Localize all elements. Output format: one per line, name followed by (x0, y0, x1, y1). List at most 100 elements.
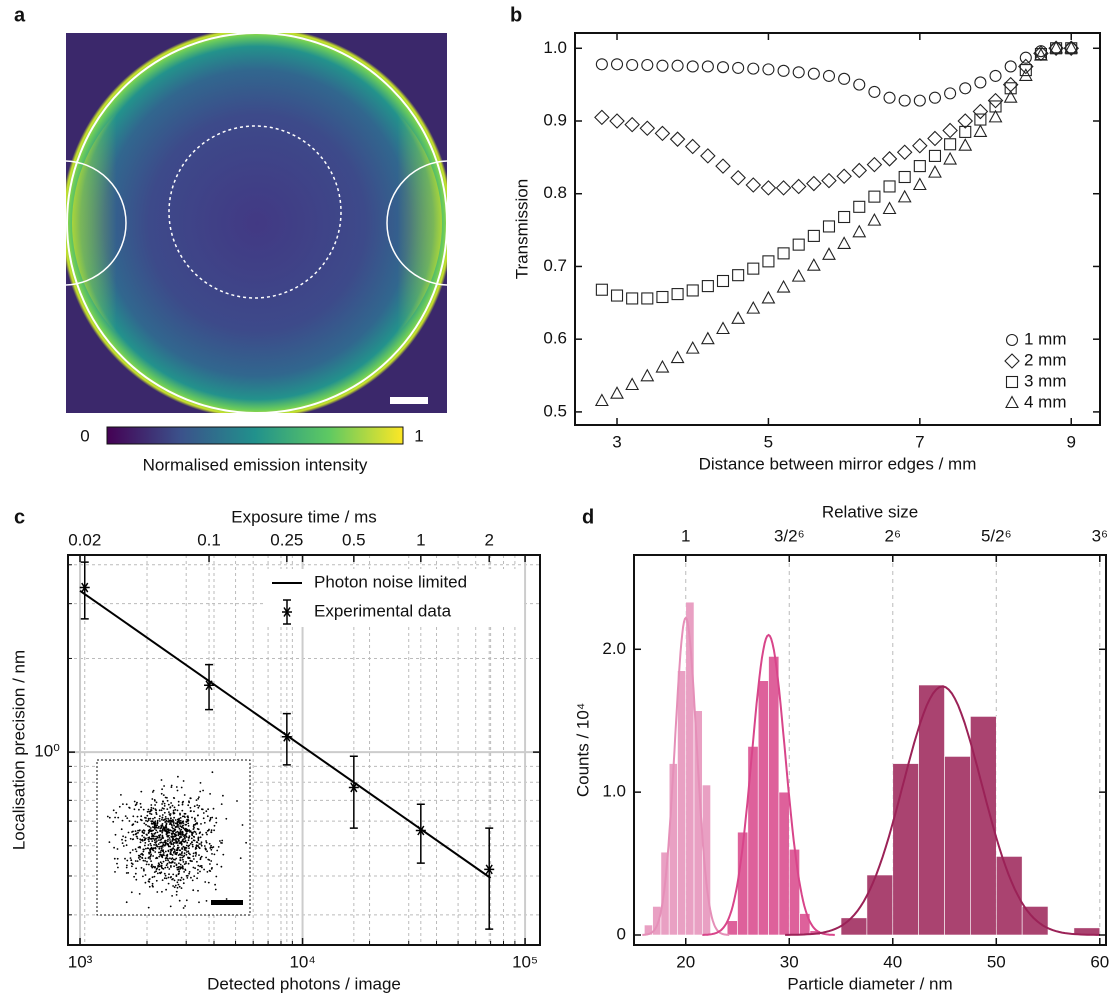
marker (612, 59, 623, 70)
marker (625, 118, 639, 132)
inset-dot (179, 900, 181, 902)
inset-dot (186, 877, 188, 879)
inset-dot (190, 807, 192, 809)
inset-dot (167, 832, 169, 834)
inset-dot (163, 854, 165, 856)
inset-dot (151, 840, 153, 842)
inset-dot (149, 858, 151, 860)
marker (899, 191, 911, 202)
inset-dot (160, 872, 162, 874)
inset-dot (154, 817, 156, 819)
marker (869, 86, 880, 97)
inset-dot (146, 861, 148, 863)
inset-dot (197, 890, 199, 892)
inset-dot (183, 855, 185, 857)
marker (610, 114, 624, 128)
inset-dot (194, 867, 196, 869)
inset-dot (140, 791, 142, 793)
y-tick-label: 0.5 (543, 401, 567, 420)
inset-dot (211, 831, 213, 833)
inset-dot (126, 860, 128, 862)
inset-dot (182, 820, 184, 822)
histogram-bar (841, 918, 867, 935)
inset-dot (162, 817, 164, 819)
marker (763, 256, 774, 267)
inset-dot (178, 868, 180, 870)
inset-dot (142, 849, 144, 851)
inset-dot (175, 885, 177, 887)
inset-dot (197, 798, 199, 800)
inset-dot (182, 833, 184, 835)
x2-tick-label: 5/2⁶ (981, 526, 1012, 545)
inset-dot (162, 842, 164, 844)
marker (642, 60, 653, 71)
inset-dot (207, 815, 209, 817)
marker (884, 181, 895, 192)
x2-tick-label: 1 (416, 530, 425, 549)
marker (1020, 52, 1031, 63)
inset-dot (155, 845, 157, 847)
inset-dot (130, 857, 132, 859)
inset-dot (120, 794, 122, 796)
inset-dot (177, 819, 179, 821)
marker (657, 292, 668, 303)
marker (627, 60, 638, 71)
marker (627, 293, 638, 304)
inset-dot (168, 883, 170, 885)
marker (596, 395, 608, 406)
inset-dot (130, 838, 132, 840)
marker (945, 139, 956, 150)
marker (747, 302, 759, 313)
y-axis-label: Localisation precision / nm (9, 650, 28, 850)
inset-dot (161, 863, 163, 865)
inset-dot (176, 875, 178, 877)
inset-dot (162, 855, 164, 857)
marker (702, 281, 713, 292)
inset-dot (190, 877, 192, 879)
inset-dot (160, 850, 162, 852)
marker (626, 379, 638, 390)
inset-dot (167, 863, 169, 865)
inset-dot (166, 855, 168, 857)
inset-dot (176, 864, 178, 866)
inset-dot (192, 844, 194, 846)
marker (1005, 91, 1017, 102)
inset-dot (195, 853, 197, 855)
inset-dot (175, 832, 177, 834)
inset-dot (196, 877, 198, 879)
inset-dot (226, 898, 228, 900)
inset-dot (167, 866, 169, 868)
inset-dot (132, 823, 134, 825)
inset-dot (184, 794, 186, 796)
inset-dot (200, 836, 202, 838)
inset-dot (210, 845, 212, 847)
inset-dot (129, 807, 131, 809)
inset-dot (170, 836, 172, 838)
inset-dot (205, 857, 207, 859)
inset-dot (142, 876, 144, 878)
marker (945, 88, 956, 99)
inset-dot (204, 845, 206, 847)
inset-dot (167, 836, 169, 838)
inset-dot (124, 858, 126, 860)
inset-dot (143, 860, 145, 862)
inset-dot (144, 842, 146, 844)
marker (899, 95, 910, 106)
inset-dot (161, 848, 163, 850)
inset-dot (176, 891, 178, 893)
x-tick-label: 3 (612, 432, 621, 451)
inset-dot (158, 864, 160, 866)
legend-marker (1005, 354, 1019, 368)
marker (883, 152, 897, 166)
inset-dot (151, 835, 153, 837)
inset-dot (122, 842, 124, 844)
inset-dot (154, 871, 156, 873)
inset-dot (193, 824, 195, 826)
inset-dot (215, 889, 217, 891)
inset-dot (171, 895, 173, 897)
x2-axis-label: Relative size (822, 502, 918, 521)
inset-dot (211, 853, 213, 855)
inset-dot (187, 850, 189, 852)
inset-dot (113, 847, 115, 849)
marker (655, 126, 669, 140)
